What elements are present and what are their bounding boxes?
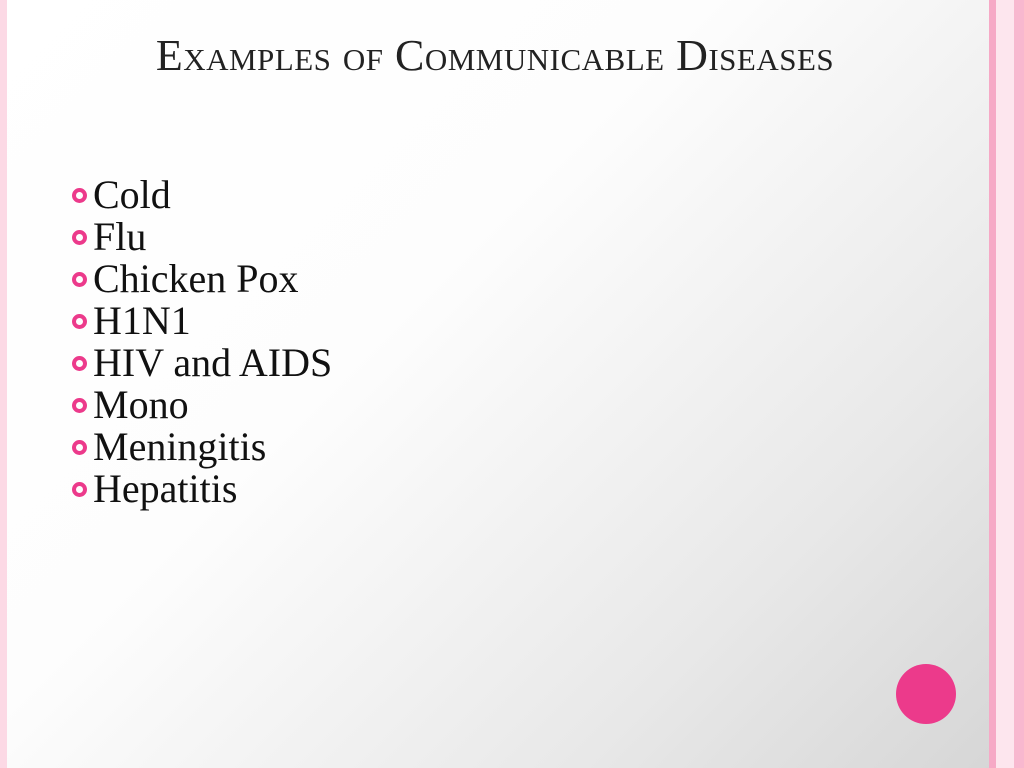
list-item-label: Mono [93,385,189,425]
bullet-icon [72,314,87,329]
list-item-label: Cold [93,175,171,215]
right-stripe-outer [1014,0,1024,768]
bullet-icon [72,356,87,371]
list-item: Hepatitis [72,469,942,509]
left-stripe [0,0,7,768]
right-stripe-middle [996,0,1014,768]
corner-circle-icon [896,664,956,724]
list-item: Meningitis [72,427,942,467]
right-stripe-inner [989,0,996,768]
list-item-label: Meningitis [93,427,266,467]
bullet-icon [72,398,87,413]
list-item-label: Chicken Pox [93,259,299,299]
list-item: Flu [72,217,942,257]
bullet-icon [72,440,87,455]
list-item: Chicken Pox [72,259,942,299]
bullet-icon [72,188,87,203]
disease-list: Cold Flu Chicken Pox H1N1 HIV and AIDS M… [72,175,942,509]
list-item-label: Flu [93,217,146,257]
list-item: H1N1 [72,301,942,341]
bullet-icon [72,272,87,287]
list-item-label: H1N1 [93,301,191,341]
bullet-icon [72,230,87,245]
list-item: HIV and AIDS [72,343,942,383]
content-area: Cold Flu Chicken Pox H1N1 HIV and AIDS M… [72,175,942,511]
slide-title: Examples of Communicable Diseases [0,28,990,83]
list-item: Mono [72,385,942,425]
list-item-label: HIV and AIDS [93,343,332,383]
slide: Examples of Communicable Diseases Cold F… [0,0,1024,768]
list-item: Cold [72,175,942,215]
bullet-icon [72,482,87,497]
list-item-label: Hepatitis [93,469,237,509]
